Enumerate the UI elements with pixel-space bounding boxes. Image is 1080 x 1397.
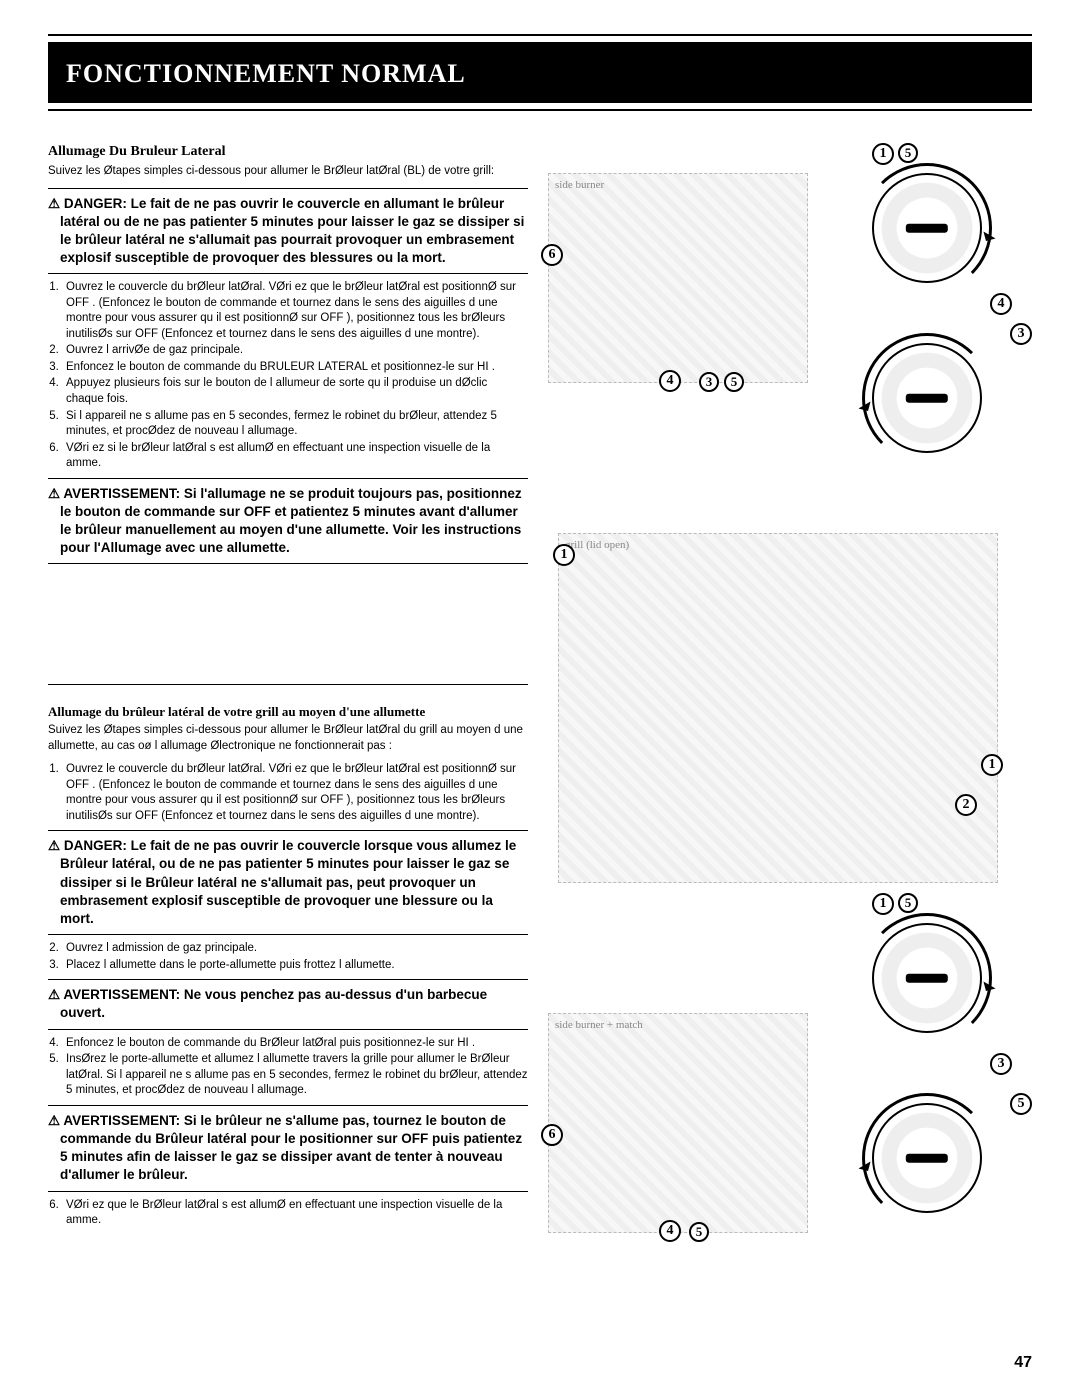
arrow-cw-icon [862, 913, 992, 1043]
list-item: Placez l allumette dans le porte-allumet… [62, 958, 528, 974]
illus-sideburner-top: side burner 6 4 3 5 [548, 173, 808, 383]
illus-label: side burner [555, 178, 604, 193]
callout-1b: 1 [981, 754, 1003, 776]
section2-avert2: ⚠ AVERTISSEMENT: Si le brûleur ne s'allu… [48, 1105, 528, 1192]
callout-3: 3 [990, 1053, 1012, 1075]
callout-2: 2 [955, 794, 977, 816]
right-column: side burner 6 4 3 5 1 5 4 3 grill (lid o… [548, 143, 1032, 1323]
list-item: VØri ez que le BrØleur latØral s est all… [62, 1198, 528, 1229]
callout-4: 4 [659, 370, 681, 392]
left-column: Allumage Du Bruleur Lateral Suivez les Ø… [48, 143, 528, 1323]
illus-knobs-bottom: 1 5 3 5 [852, 893, 1032, 1223]
list-item: Si l appareil ne s allume pas en 5 secon… [62, 409, 528, 440]
callout-5b: 5 [1010, 1093, 1032, 1115]
illus-sideburner-bottom: side burner + match 6 4 5 [548, 1013, 808, 1233]
illus-label: side burner + match [555, 1018, 643, 1033]
section1-danger: ⚠ DANGER: Le fait de ne pas ouvrir le co… [48, 188, 528, 275]
list-item: InsØrez le porte-allumette et allumez l … [62, 1052, 528, 1099]
callout-6: 6 [541, 1124, 563, 1146]
callout-5: 5 [724, 372, 744, 392]
callout-6: 6 [541, 244, 563, 266]
list-item: Enfoncez le bouton de commande du BrØleu… [62, 1036, 528, 1052]
illus-label: grill (lid open) [565, 538, 629, 553]
list-item: Ouvrez l arrivØe de gaz principale. [62, 343, 528, 359]
callout-1: 1 [872, 143, 894, 165]
callout-1: 1 [872, 893, 894, 915]
callout-5: 5 [689, 1222, 709, 1242]
section-divider [48, 684, 528, 685]
section1-avert: ⚠ AVERTISSEMENT: Si l'allumage ne se pro… [48, 478, 528, 565]
illus-knobs-top: 1 5 4 3 [852, 143, 1032, 453]
callout-1: 1 [553, 544, 575, 566]
section1-intro: Suivez les Øtapes simples ci-dessous pou… [48, 164, 528, 180]
arrow-ccw-icon [862, 333, 992, 463]
section2-heading: Allumage du brûleur latéral de votre gri… [48, 703, 528, 721]
page-content: Allumage Du Bruleur Lateral Suivez les Ø… [48, 143, 1032, 1323]
page-number: 47 [1014, 1352, 1032, 1374]
callout-3: 3 [699, 372, 719, 392]
list-item: Ouvrez le couvercle du brØleur latØral. … [62, 280, 528, 342]
list-item: VØri ez si le brØleur latØral s est allu… [62, 441, 528, 472]
section2-avert1: ⚠ AVERTISSEMENT: Ne vous penchez pas au-… [48, 979, 528, 1029]
section1-heading: Allumage Du Bruleur Lateral [48, 143, 528, 162]
callout-4: 4 [659, 1220, 681, 1242]
list-item: Enfoncez le bouton de commande du BRULEU… [62, 360, 528, 376]
section2-steps-c: Enfoncez le bouton de commande du BrØleu… [62, 1036, 528, 1099]
list-item: Ouvrez le couvercle du brØleur latØral. … [62, 762, 528, 824]
callout-3: 3 [1010, 323, 1032, 345]
arrow-ccw-icon [862, 1093, 992, 1223]
callout-5: 5 [898, 143, 918, 163]
callout-4: 4 [990, 293, 1012, 315]
section2-danger: ⚠ DANGER: Le fait de ne pas ouvrir le co… [48, 830, 528, 935]
section2-intro: Suivez les Øtapes simples ci-dessous pou… [48, 723, 528, 754]
section2-steps-b: Ouvrez l admission de gaz principale. Pl… [62, 941, 528, 973]
list-item: Ouvrez l admission de gaz principale. [62, 941, 528, 957]
arrow-cw-icon [862, 163, 992, 293]
callout-5: 5 [898, 893, 918, 913]
section2-step6-list: VØri ez que le BrØleur latØral s est all… [62, 1198, 528, 1229]
list-item: Appuyez plusieurs fois sur le bouton de … [62, 376, 528, 407]
section2-step1-list: Ouvrez le couvercle du brØleur latØral. … [62, 762, 528, 824]
illus-grill-full: grill (lid open) 1 1 2 [558, 533, 998, 883]
section-title-bar: FONCTIONNEMENT NORMAL [48, 42, 1032, 103]
section1-steps: Ouvrez le couvercle du brØleur latØral. … [62, 280, 528, 471]
